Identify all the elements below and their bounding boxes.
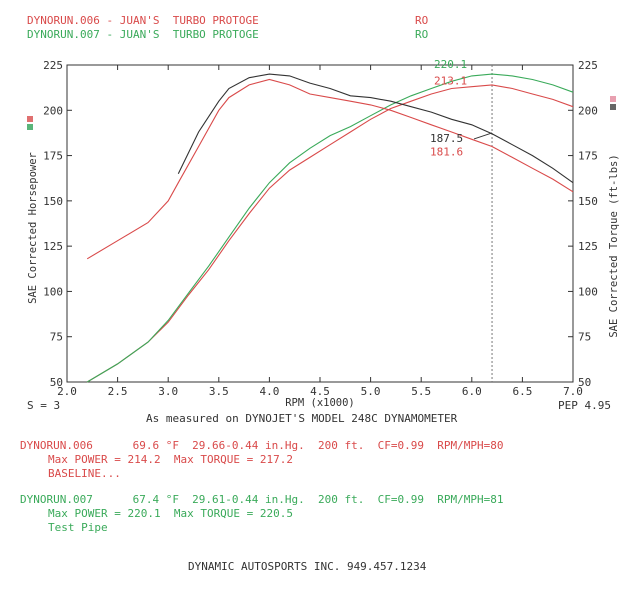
- series-lines: [86, 73, 574, 383]
- series-line-horsepower-dynorun006: [86, 84, 574, 383]
- run007-max-values: Max POWER = 220.1 Max TORQUE = 220.5: [48, 507, 294, 520]
- x-tick-label: 6.0: [462, 385, 482, 398]
- y-left-tick-label: 225: [43, 59, 63, 72]
- x-tick-label: 5.5: [411, 385, 431, 398]
- y-right-tick-label: 200: [578, 104, 598, 117]
- dyno-chart: 2.0 2.5 3.0 3.5 4.0 4.5 5.0 5.5 6.0 6.5 7.0 50 75 10…: [27, 58, 620, 409]
- run006-max-values: Max POWER = 214.2 Max TORQUE = 217.2: [48, 453, 294, 466]
- measured-note: As measured on DYNOJET'S MODEL 248C DYNA…: [146, 412, 458, 425]
- x-tick-label: 3.0: [158, 385, 178, 398]
- data-label: 220.1: [434, 58, 467, 71]
- x-tick-labels: 2.0 2.5 3.0 3.5 4.0 4.5 5.0 5.5 6.0 6.5 7.0: [57, 385, 583, 398]
- y-right-tick-label: 225: [578, 59, 598, 72]
- y-left-tick-label: 50: [50, 376, 63, 389]
- y-right-tick-label: 75: [578, 331, 591, 344]
- header-run1-code: RO: [415, 14, 429, 27]
- legend-square-green-left: [27, 124, 33, 130]
- x-axis-title: RPM (x1000): [285, 397, 355, 409]
- x-tick-label: 2.5: [108, 385, 128, 398]
- data-label: 213.1: [434, 75, 467, 88]
- x-tick-label: 7.0: [563, 385, 583, 398]
- legend-square-pink-right: [610, 96, 616, 102]
- y-right-tick-label: 150: [578, 195, 598, 208]
- run007-note: Test Pipe: [48, 521, 108, 534]
- header-run2-name: DYNORUN.007 - JUAN'S TURBO PROTOGE: [27, 28, 259, 41]
- y-right-axis-title: SAE Corrected Torque (ft-lbs): [608, 154, 620, 337]
- y-right-tick-label: 50: [578, 376, 591, 389]
- x-tick-label: 6.5: [512, 385, 532, 398]
- x-tick-label: 4.0: [259, 385, 279, 398]
- y-left-tick-label: 100: [43, 285, 63, 298]
- header-run1-name: DYNORUN.006 - JUAN'S TURBO PROTOGE: [27, 14, 259, 27]
- legend-square-grey-right: [610, 104, 616, 110]
- series-line-horsepower-dynorun007: [86, 73, 574, 383]
- legend-square-red-left: [27, 116, 33, 122]
- series-line-torque-dynorun006: [86, 78, 574, 260]
- x-tick-label: 4.5: [310, 385, 330, 398]
- x-tick-label: 2.0: [57, 385, 77, 398]
- y-right-tick-labels: 50 75 100 125 150 175 200 225: [578, 59, 598, 389]
- data-label: 187.5: [430, 132, 463, 145]
- data-label-leader: [473, 132, 493, 140]
- run007-conditions: DYNORUN.007 67.4 °F 29.61-0.44 in.Hg. 20…: [20, 493, 504, 506]
- y-left-tick-label: 200: [43, 104, 63, 117]
- plot-frame: [66, 64, 574, 383]
- y-left-tick-label: 150: [43, 195, 63, 208]
- y-right-tick-label: 100: [578, 285, 598, 298]
- run006-conditions: DYNORUN.006 69.6 °F 29.66-0.44 in.Hg. 20…: [20, 439, 504, 452]
- y-right-tick-label: 125: [578, 240, 598, 253]
- header-run2-code: RO: [415, 28, 429, 41]
- x-tick-label: 5.0: [361, 385, 381, 398]
- pep-label: PEP 4.95: [558, 399, 611, 412]
- series-line-torque-dynorun007: [177, 73, 574, 184]
- y-left-tick-labels: 50 75 100 125 150 175 200 225: [43, 59, 63, 389]
- run006-note: BASELINE...: [48, 467, 121, 480]
- y-left-tick-label: 75: [50, 331, 63, 344]
- y-right-tick-label: 175: [578, 150, 598, 163]
- smoothing-label: S = 3: [27, 399, 61, 412]
- y-left-axis-title: SAE Corrected Horsepower: [27, 152, 39, 304]
- y-left-tick-label: 175: [43, 150, 63, 163]
- axis-ticks: [66, 64, 574, 383]
- company-footer: DYNAMIC AUTOSPORTS INC. 949.457.1234: [188, 560, 427, 573]
- y-left-tick-label: 125: [43, 240, 63, 253]
- x-tick-label: 3.5: [209, 385, 229, 398]
- data-label: 181.6: [430, 146, 463, 159]
